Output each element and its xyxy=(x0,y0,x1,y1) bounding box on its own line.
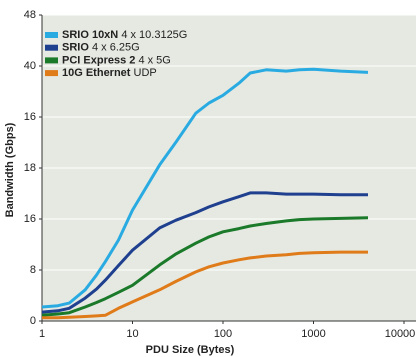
y-tick-label: 16 xyxy=(24,213,36,225)
x-tick-label: 1 xyxy=(39,328,45,340)
x-tick-label: 1000 xyxy=(301,328,325,340)
series-line xyxy=(41,67,369,309)
series-line xyxy=(41,191,368,314)
legend-swatch xyxy=(45,57,58,64)
legend-swatch xyxy=(45,44,58,51)
x-tick-label: 10 xyxy=(126,328,138,340)
legend-detail: UDP xyxy=(134,67,157,79)
series-line xyxy=(42,250,368,320)
legend-name: 10G Ethernet xyxy=(62,67,131,79)
legend-detail: 4 x 10.3125G xyxy=(121,29,187,41)
y-tick-label: 0 xyxy=(30,315,36,327)
y-tick-label: 16 xyxy=(24,111,36,123)
legend-name: PCI Express 2 xyxy=(62,54,135,66)
legend-label: 10G Ethernet UDP xyxy=(62,67,157,79)
series-line xyxy=(41,216,369,317)
x-tick-label: 100 xyxy=(214,328,232,340)
legend-label: PCI Express 2 4 x 5G xyxy=(62,54,171,66)
legend-detail: 4 x 5G xyxy=(138,54,170,66)
x-tick-label: 10000 xyxy=(385,328,416,340)
legend-label: SRIO 10xN 4 x 10.3125G xyxy=(62,29,187,41)
y-tick-label: 40 xyxy=(24,60,36,72)
legend-detail: 4 x 6.25G xyxy=(92,42,140,54)
y-tick-label: 48 xyxy=(24,9,36,21)
legend-name: SRIO 10xN xyxy=(62,29,118,41)
legend-label: SRIO 4 x 6.25G xyxy=(62,42,140,54)
y-tick-label: 8 xyxy=(30,264,36,276)
y-tick-label: 18 xyxy=(24,162,36,174)
legend-swatch xyxy=(45,70,58,77)
legend-name: SRIO xyxy=(62,42,89,54)
legend-swatch xyxy=(45,32,58,38)
x-axis-title: PDU Size (Bytes) xyxy=(146,344,235,356)
y-axis-title: Bandwidth (Gbps) xyxy=(4,122,16,217)
